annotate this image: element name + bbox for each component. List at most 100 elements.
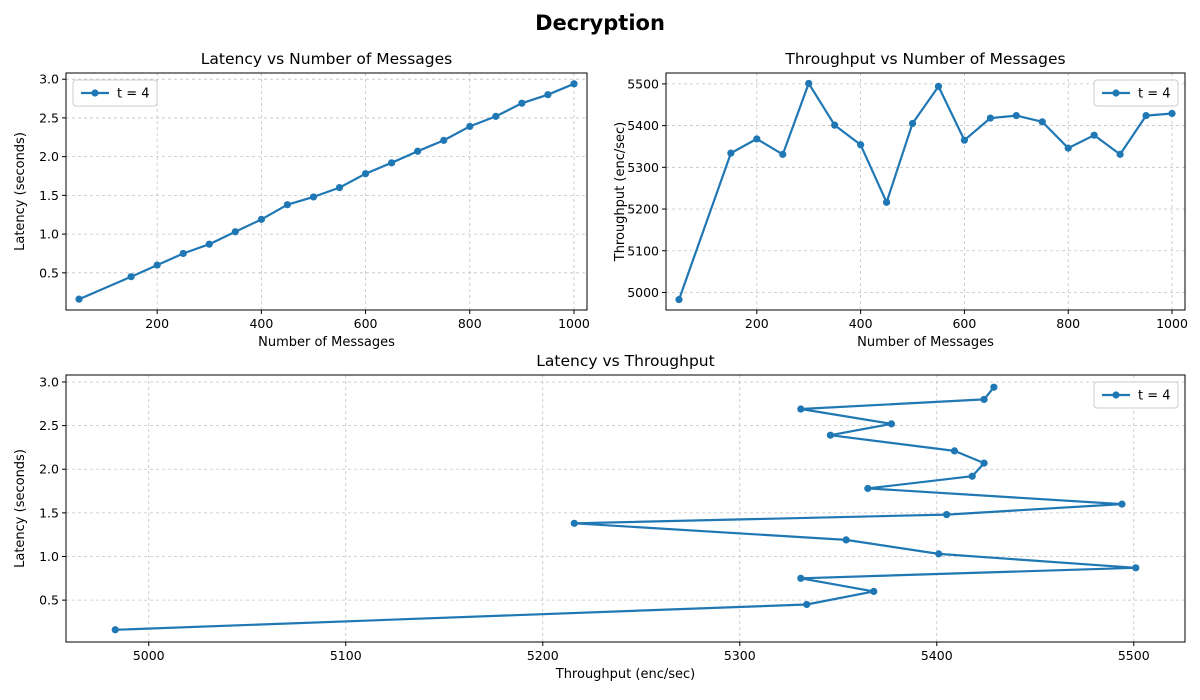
chart3-ytick-label-1-5: 1.5 <box>39 505 59 520</box>
chart3-point-15 <box>826 431 834 439</box>
chart1-point-18 <box>544 91 552 99</box>
chart3-axes-frame <box>65 374 1186 643</box>
chart2-series-line-t-4 <box>677 82 1173 300</box>
chart3-xtick-label-5500: 5500 <box>1118 648 1150 663</box>
chart3-point-1 <box>111 626 119 634</box>
chart3-point-2 <box>803 600 811 609</box>
chart2-xtick-label-800: 800 <box>1056 316 1080 331</box>
chart2-ytick-label-5000: 5000 <box>627 285 659 300</box>
chart1-legend-marker <box>91 89 99 97</box>
chart1-legend-label: t = 4 <box>117 87 150 102</box>
chart3-point-18 <box>980 395 988 404</box>
chart2-point-2 <box>727 149 735 157</box>
chart1-ylabel: Latency (seconds) <box>13 132 28 251</box>
chart3-xtick-label-5400: 5400 <box>921 648 953 663</box>
chart1-point-3 <box>153 261 161 269</box>
chart3-series-line-t-4 <box>115 386 1137 631</box>
chart2-legend-box <box>1093 79 1179 107</box>
chart-latency-vs-messages: 200 400 600 800 1000 0.5 1.0 1.5 2.0 2.5 3.0 Latenc… <box>13 50 590 350</box>
chart3-point-8 <box>570 519 578 527</box>
chart2-xlabel: Number of Messages <box>857 335 994 350</box>
chart2-point-17 <box>1116 150 1124 158</box>
chart2-xtick-label-600: 600 <box>952 316 976 331</box>
chart1-ytick-label-0-5: 0.5 <box>39 265 59 280</box>
chart1-xtick-label-600: 600 <box>354 316 378 331</box>
chart1-ytick-label-2-5: 2.5 <box>39 110 59 125</box>
chart3-ytick-label-2-5: 2.5 <box>39 418 59 433</box>
chart1-axes-frame <box>65 72 588 311</box>
chart2-legend: t = 4 <box>1093 79 1179 107</box>
chart3-point-14 <box>950 447 959 455</box>
chart1-point-8 <box>283 201 292 209</box>
chart1-ytick-label-2-0: 2.0 <box>39 149 59 164</box>
chart3-point-6 <box>935 550 943 558</box>
chart3-point-7 <box>842 536 850 544</box>
chart2-ylabel: Throughput (enc/sec) <box>613 122 628 262</box>
chart2-point-15 <box>1064 144 1072 152</box>
chart2-point-8 <box>882 198 891 206</box>
chart1-point-1 <box>75 295 83 303</box>
chart1-point-11 <box>361 170 370 178</box>
chart1-legend: t = 4 <box>72 79 158 107</box>
chart2-point-7 <box>857 141 865 149</box>
chart3-point-3 <box>870 587 878 595</box>
chart1-xtick-label-1000: 1000 <box>558 316 590 331</box>
chart3-point-19 <box>990 383 998 391</box>
chart1-point-12 <box>388 159 396 167</box>
chart1-point-9 <box>309 193 318 201</box>
chart1-point-17 <box>518 99 526 107</box>
chart3-point-10 <box>1118 500 1126 508</box>
chart1-xtick-label-800: 800 <box>458 316 482 331</box>
chart1-point-13 <box>414 147 422 155</box>
chart2-xtick-label-1000: 1000 <box>1156 316 1188 331</box>
chart2-point-11 <box>960 136 969 144</box>
chart1-point-6 <box>231 228 239 236</box>
chart1-xtick-label-200: 200 <box>145 316 169 331</box>
chart3-title: Latency vs Throughput <box>536 352 714 370</box>
chart1-point-10 <box>335 184 344 192</box>
chart3-ytick-label-2-0: 2.0 <box>39 462 59 477</box>
chart2-point-10 <box>934 82 943 90</box>
chart1-point-19 <box>570 80 578 88</box>
chart2-axes-frame <box>665 72 1186 311</box>
chart1-point-15 <box>466 122 474 131</box>
chart1-point-7 <box>257 215 265 223</box>
chart2-point-9 <box>908 119 917 128</box>
chart1-series-line-t-4 <box>78 82 575 301</box>
chart2-ytick-label-5200: 5200 <box>627 202 659 217</box>
chart-latency-vs-throughput: 5000 5100 5200 5300 5400 5500 0.5 1.0 1.5 2.0 2.5 3… <box>13 352 1186 682</box>
chart2-ytick-label-5500: 5500 <box>627 76 659 91</box>
chart3-ylabel: Latency (seconds) <box>13 449 28 568</box>
chart2-title: Throughput vs Number of Messages <box>784 50 1065 68</box>
figure-title: Decryption <box>535 11 665 35</box>
chart2-point-18 <box>1142 111 1150 120</box>
chart3-ytick-label-3-0: 3.0 <box>39 374 59 389</box>
chart2-xtick-label-400: 400 <box>849 316 873 331</box>
chart1-legend-box <box>72 79 158 107</box>
chart3-legend-box <box>1093 381 1179 409</box>
chart2-ytick-label-5400: 5400 <box>627 118 659 133</box>
chart-throughput-vs-messages: 200 400 600 800 1000 5000 5100 5200 5300 5400 5500… <box>613 50 1188 350</box>
chart1-ytick-label-1-0: 1.0 <box>39 227 59 242</box>
chart3-xlabel: Throughput (enc/sec) <box>555 667 695 682</box>
chart1-point-5 <box>205 240 213 248</box>
chart2-legend-marker <box>1112 89 1120 97</box>
chart3-point-16 <box>887 420 896 428</box>
chart3-xtick-label-5300: 5300 <box>724 648 756 663</box>
chart3-point-17 <box>797 405 805 413</box>
chart1-point-16 <box>492 112 500 120</box>
chart3-point-4 <box>797 574 805 582</box>
chart2-point-13 <box>1012 111 1020 120</box>
chart3-xtick-label-5000: 5000 <box>133 648 165 663</box>
chart3-xtick-label-5200: 5200 <box>527 648 559 663</box>
chart2-ytick-label-5100: 5100 <box>627 243 659 258</box>
chart2-point-4 <box>779 150 787 158</box>
chart2-ytick-label-5300: 5300 <box>627 160 659 175</box>
chart3-point-9 <box>943 511 951 519</box>
chart3-point-11 <box>864 484 872 493</box>
chart3-ytick-label-0-5: 0.5 <box>39 593 59 608</box>
chart3-legend-label: t = 4 <box>1138 389 1171 404</box>
chart1-point-4 <box>179 249 187 258</box>
chart1-xtick-label-400: 400 <box>249 316 273 331</box>
